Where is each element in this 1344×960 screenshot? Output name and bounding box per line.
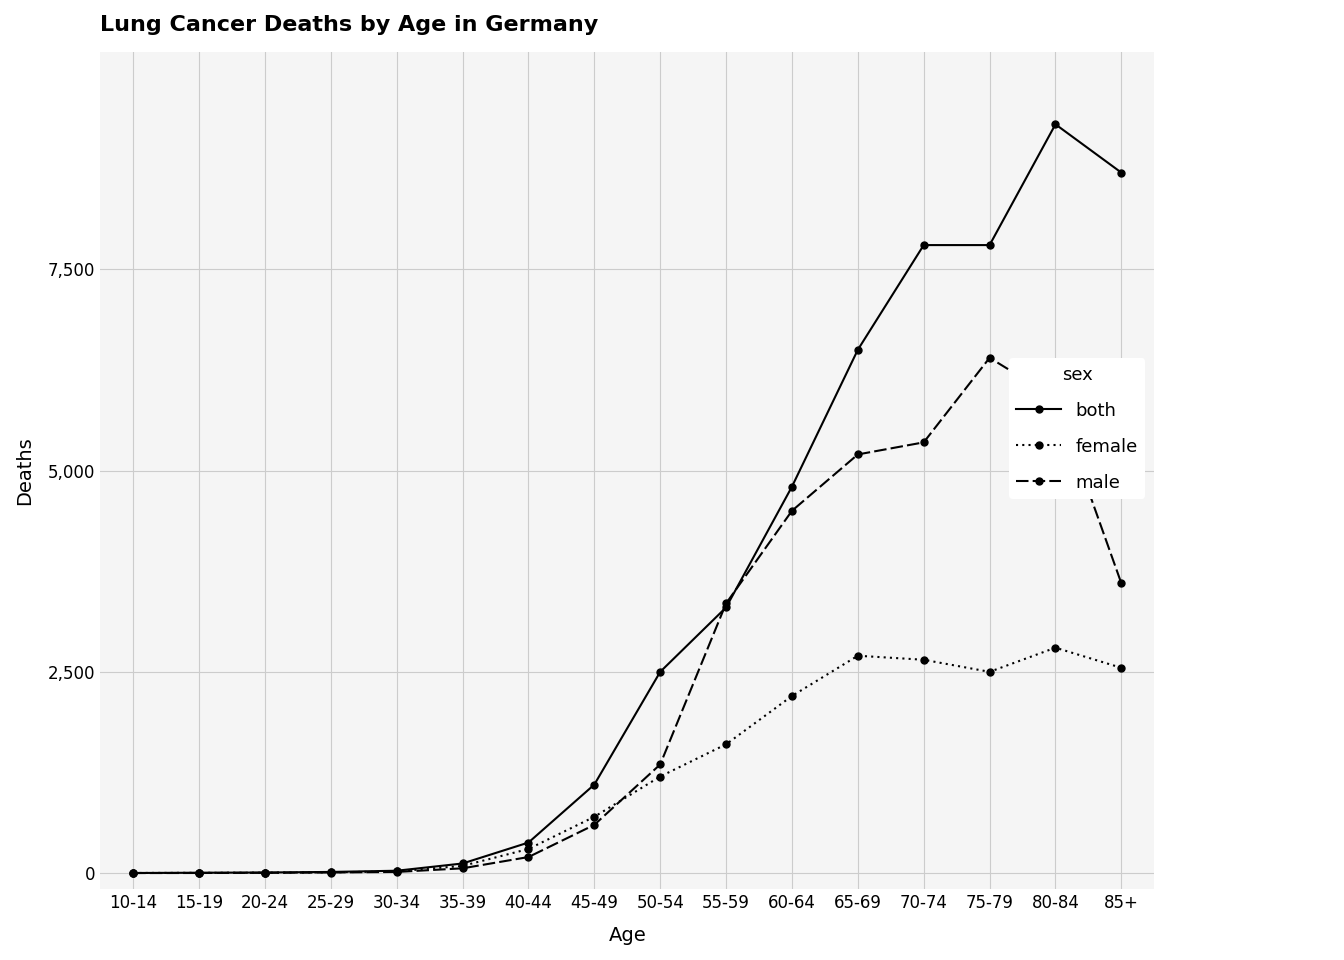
male [586, 819, 602, 830]
male [652, 758, 668, 770]
female [1047, 642, 1063, 654]
female [784, 690, 800, 702]
female [981, 666, 997, 678]
both [849, 344, 866, 355]
male [191, 867, 207, 878]
male [125, 867, 141, 878]
male [520, 852, 536, 863]
female [257, 867, 273, 878]
X-axis label: Age: Age [609, 926, 646, 945]
Legend: both, female, male: both, female, male [1009, 358, 1145, 499]
female [520, 843, 536, 854]
both [586, 779, 602, 790]
male [388, 866, 405, 877]
both [981, 239, 997, 251]
female [454, 860, 470, 872]
female [652, 771, 668, 782]
male [784, 505, 800, 516]
female [191, 867, 207, 878]
female [849, 650, 866, 661]
both [915, 239, 931, 251]
female [125, 867, 141, 878]
female [718, 738, 734, 750]
female [1113, 662, 1129, 674]
Y-axis label: Deaths: Deaths [15, 436, 34, 505]
both [454, 857, 470, 869]
both [125, 867, 141, 878]
female [323, 867, 339, 878]
both [784, 481, 800, 492]
both [323, 866, 339, 877]
both [388, 865, 405, 876]
female [586, 811, 602, 823]
male [454, 862, 470, 874]
both [652, 666, 668, 678]
male [257, 867, 273, 878]
Line: male: male [130, 354, 1125, 876]
male [1113, 578, 1129, 589]
both [718, 602, 734, 613]
male [849, 448, 866, 460]
Line: female: female [130, 644, 1125, 876]
both [1113, 167, 1129, 179]
female [388, 866, 405, 877]
male [718, 598, 734, 610]
female [915, 654, 931, 665]
both [520, 837, 536, 849]
male [323, 867, 339, 878]
male [981, 352, 997, 364]
both [1047, 118, 1063, 130]
male [915, 437, 931, 448]
both [257, 867, 273, 878]
male [1047, 393, 1063, 404]
Line: both: both [130, 121, 1125, 876]
both [191, 867, 207, 878]
Text: Lung Cancer Deaths by Age in Germany: Lung Cancer Deaths by Age in Germany [101, 15, 598, 35]
